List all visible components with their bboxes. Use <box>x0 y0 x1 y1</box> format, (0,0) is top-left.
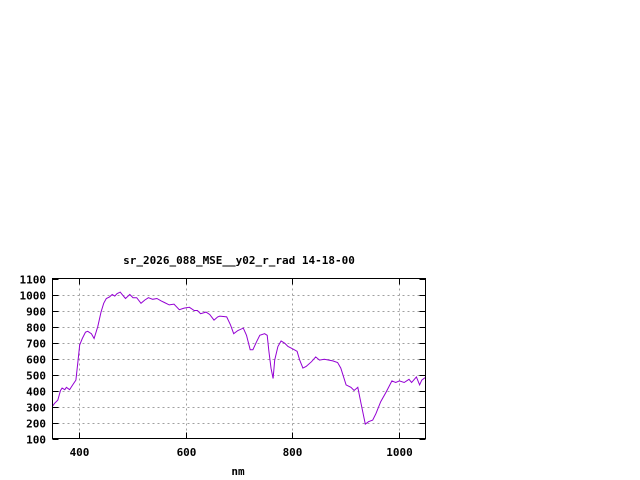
y-tick-label: 800 <box>26 322 46 335</box>
tick-labels: 400 600 800 1000 100 200 300 400 500 600 700 800 900… <box>20 274 413 460</box>
ticks <box>52 278 426 440</box>
y-tick-label: 700 <box>26 338 46 351</box>
chart-title: sr_2026_088_MSE__y02_r_rad 14-18-00 <box>123 254 355 267</box>
x-tick-label: 1000 <box>386 446 413 459</box>
x-tick-label: 600 <box>177 446 197 459</box>
y-tick-label: 100 <box>26 434 46 447</box>
y-tick-label: 200 <box>26 418 46 431</box>
y-tick-label: 1100 <box>20 274 47 287</box>
plot-frame <box>52 278 426 439</box>
x-tick-label: 800 <box>283 446 303 459</box>
series-line <box>52 291 426 425</box>
x-axis-label: nm <box>231 465 245 478</box>
y-tick-label: 300 <box>26 402 46 415</box>
y-tick-label: 1000 <box>20 290 47 303</box>
grid <box>52 278 426 439</box>
y-tick-label: 400 <box>26 386 46 399</box>
x-tick-label: 400 <box>70 446 90 459</box>
y-tick-label: 600 <box>26 354 46 367</box>
y-tick-label: 900 <box>26 306 46 319</box>
y-tick-label: 500 <box>26 370 46 383</box>
